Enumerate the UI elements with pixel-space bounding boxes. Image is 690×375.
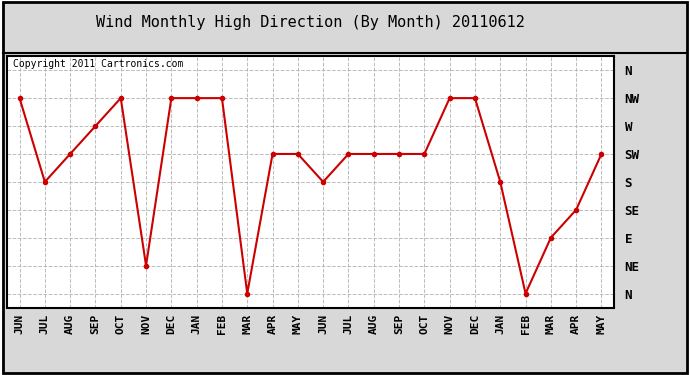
Text: Wind Monthly High Direction (By Month) 20110612: Wind Monthly High Direction (By Month) 2… <box>96 15 525 30</box>
Text: Copyright 2011 Cartronics.com: Copyright 2011 Cartronics.com <box>13 59 184 69</box>
